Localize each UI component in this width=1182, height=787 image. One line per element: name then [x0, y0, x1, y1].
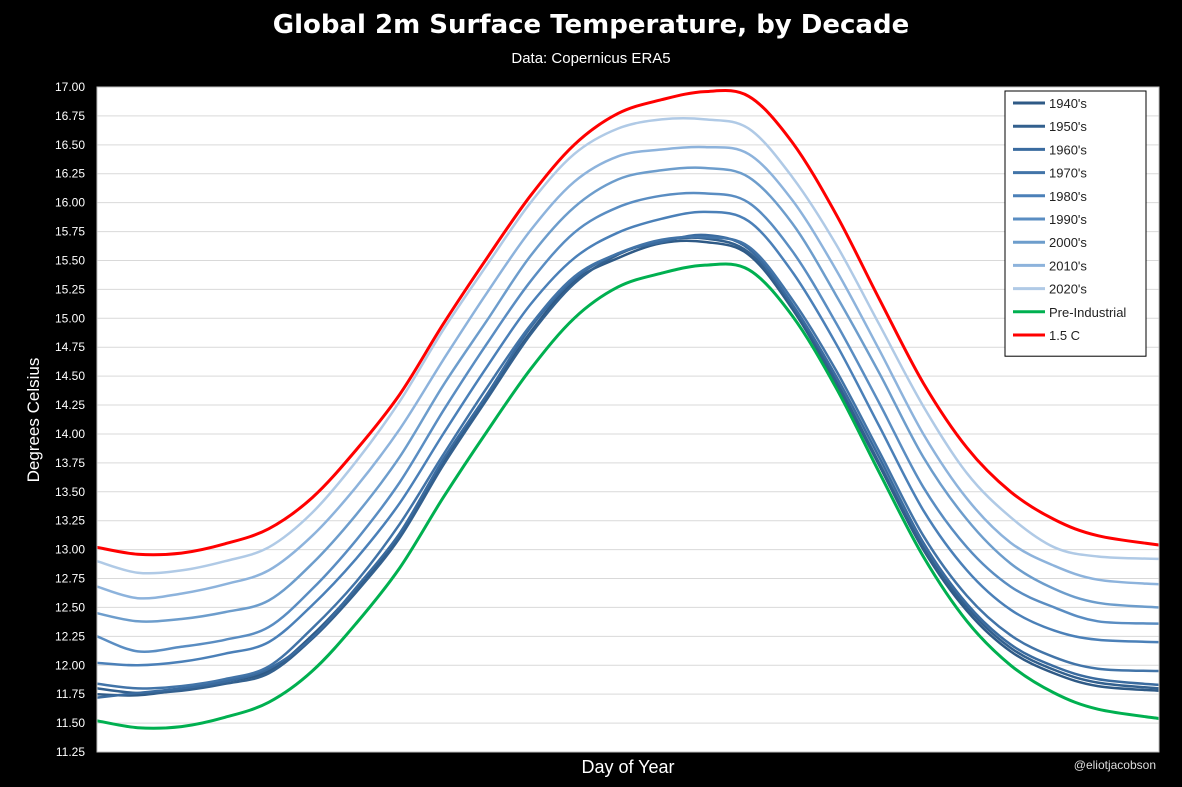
- y-tick-label: 14.25: [55, 398, 85, 412]
- y-tick-label: 16.00: [55, 196, 85, 210]
- y-tick-label: 16.25: [55, 167, 85, 181]
- y-tick-label: 14.50: [55, 369, 85, 383]
- legend-label: 1.5 C: [1049, 328, 1080, 343]
- x-axis-label: Day of Year: [581, 757, 675, 777]
- y-tick-label: 13.00: [55, 543, 85, 557]
- legend-label: 2010's: [1049, 258, 1087, 273]
- y-axis-label: Degrees Celsius: [24, 357, 43, 483]
- chart-subtitle: Data: Copernicus ERA5: [511, 50, 671, 67]
- y-tick-label: 15.75: [55, 225, 85, 239]
- y-tick-label: 16.50: [55, 138, 85, 152]
- series-line-2020-s: [96, 116, 1160, 575]
- y-tick-label: 12.50: [55, 600, 85, 614]
- legend-label: 2020's: [1049, 282, 1087, 297]
- y-tick-label: 15.25: [55, 282, 85, 296]
- y-tick-label: 13.50: [55, 485, 85, 499]
- y-tick-label: 15.50: [55, 253, 85, 267]
- plot-area: [97, 87, 1159, 752]
- series-line-pre-industrial: [96, 262, 1160, 730]
- y-tick-label: 13.25: [55, 514, 85, 528]
- y-tick-label: 15.00: [55, 311, 85, 325]
- y-tick-label: 17.00: [55, 80, 85, 94]
- series-line-1970-s: [96, 235, 1160, 690]
- legend-label: 1960's: [1049, 142, 1087, 157]
- series-line-1980-s: [96, 210, 1160, 667]
- series-line-2000-s: [96, 166, 1160, 623]
- author-credit: @eliotjacobson: [1073, 758, 1156, 772]
- y-tick-label: 14.75: [55, 340, 85, 354]
- series-line-1990-s: [96, 191, 1160, 654]
- series-line-1-5-c: [96, 89, 1160, 557]
- chart-title: Global 2m Surface Temperature, by Decade: [272, 10, 910, 40]
- legend-label: 1950's: [1049, 119, 1087, 134]
- legend-label: 1980's: [1049, 189, 1087, 204]
- legend-label: Pre-Industrial: [1049, 305, 1126, 320]
- y-tick-label: 11.50: [56, 716, 85, 730]
- y-tick-label: 11.25: [56, 745, 85, 759]
- y-tick-label: 12.75: [55, 572, 85, 586]
- legend-label: 1970's: [1049, 166, 1087, 181]
- legend-label: 1990's: [1049, 212, 1087, 227]
- y-tick-label: 11.75: [56, 687, 85, 701]
- y-tick-label: 14.00: [55, 427, 85, 441]
- legend-label: 1940's: [1049, 96, 1087, 111]
- y-tick-label: 16.75: [55, 109, 85, 123]
- y-tick-label: 12.00: [55, 658, 85, 672]
- series-line-2010-s: [96, 145, 1160, 600]
- series-line-1940-s: [96, 239, 1160, 697]
- plot-border: [96, 86, 1160, 753]
- y-tick-label: 13.75: [55, 456, 85, 470]
- y-tick-label: 12.25: [55, 629, 85, 643]
- legend-label: 2000's: [1049, 235, 1087, 250]
